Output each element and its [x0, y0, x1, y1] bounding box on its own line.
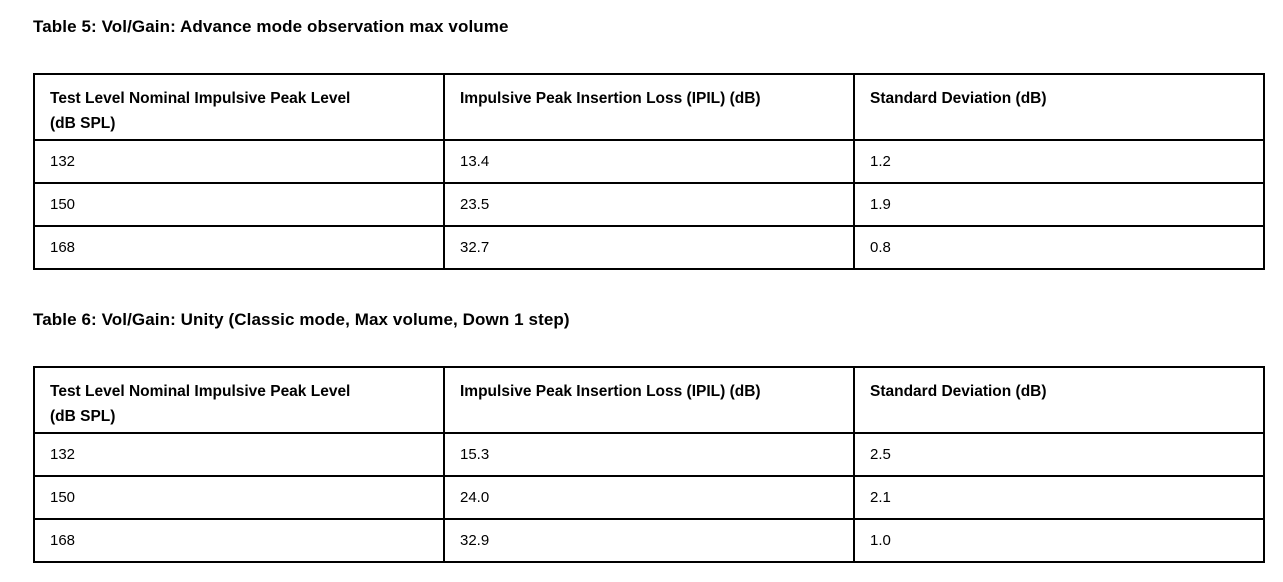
table-cell: 150 — [33, 475, 445, 520]
table-cell: 13.4 — [443, 139, 855, 184]
table-row: 132 13.4 1.2 — [33, 139, 1265, 184]
table-cell: 168 — [33, 225, 445, 270]
table-cell: 32.7 — [443, 225, 855, 270]
column-header-ipil: Impulsive Peak Insertion Loss (IPIL) (dB… — [443, 366, 855, 434]
table-cell: 1.0 — [853, 518, 1265, 563]
table-6-header: Test Level Nominal Impulsive Peak Level … — [33, 366, 1265, 434]
table-5-body: 132 13.4 1.2 150 23.5 1.9 168 32.7 0.8 — [33, 139, 1265, 270]
table-header-row: Test Level Nominal Impulsive Peak Level … — [33, 366, 1265, 434]
table-cell: 150 — [33, 182, 445, 227]
table-row: 168 32.9 1.0 — [33, 518, 1265, 563]
table-cell: 24.0 — [443, 475, 855, 520]
column-header-test-level: Test Level Nominal Impulsive Peak Level … — [33, 73, 445, 141]
table-cell: 23.5 — [443, 182, 855, 227]
table-cell: 2.5 — [853, 432, 1265, 477]
table-5: Test Level Nominal Impulsive Peak Level … — [33, 73, 1265, 270]
column-header-ipil: Impulsive Peak Insertion Loss (IPIL) (dB… — [443, 73, 855, 141]
table-header-row: Test Level Nominal Impulsive Peak Level … — [33, 73, 1265, 141]
table-cell: 132 — [33, 139, 445, 184]
table-cell: 15.3 — [443, 432, 855, 477]
table-5-header: Test Level Nominal Impulsive Peak Level … — [33, 73, 1265, 141]
table-6-body: 132 15.3 2.5 150 24.0 2.1 168 32.9 1.0 — [33, 432, 1265, 563]
table-cell: 168 — [33, 518, 445, 563]
table-row: 132 15.3 2.5 — [33, 432, 1265, 477]
table-cell: 32.9 — [443, 518, 855, 563]
table-cell: 0.8 — [853, 225, 1265, 270]
table-cell: 1.9 — [853, 182, 1265, 227]
table-cell: 132 — [33, 432, 445, 477]
table-5-title: Table 5: Vol/Gain: Advance mode observat… — [33, 17, 509, 36]
table-6: Test Level Nominal Impulsive Peak Level … — [33, 366, 1265, 563]
column-header-std-dev: Standard Deviation (dB) — [853, 366, 1265, 434]
column-header-std-dev: Standard Deviation (dB) — [853, 73, 1265, 141]
table-cell: 1.2 — [853, 139, 1265, 184]
table-row: 150 23.5 1.9 — [33, 182, 1265, 227]
table-row: 168 32.7 0.8 — [33, 225, 1265, 270]
table-6-title: Table 6: Vol/Gain: Unity (Classic mode, … — [33, 310, 570, 329]
table-cell: 2.1 — [853, 475, 1265, 520]
table-row: 150 24.0 2.1 — [33, 475, 1265, 520]
column-header-test-level: Test Level Nominal Impulsive Peak Level … — [33, 366, 445, 434]
